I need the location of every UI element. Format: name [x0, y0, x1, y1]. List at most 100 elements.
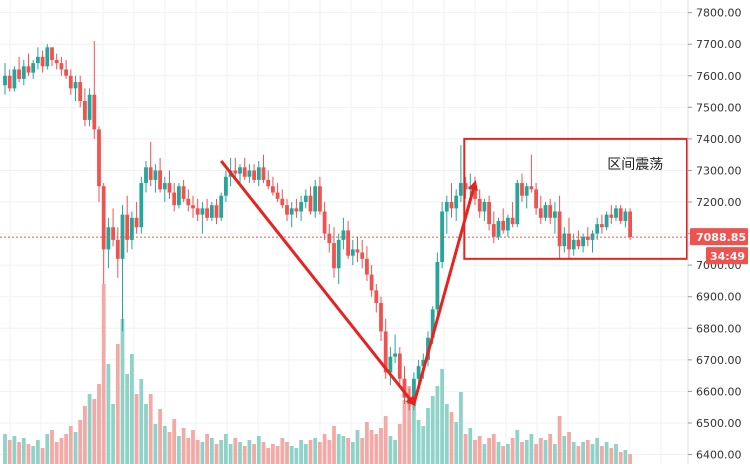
- volume-bar: [106, 364, 111, 464]
- candle: [510, 202, 515, 228]
- volume-bar: [191, 430, 195, 464]
- volume-bar: [219, 440, 224, 464]
- candle: [219, 192, 224, 221]
- candle-body: [482, 202, 487, 212]
- volume-bar: [585, 440, 590, 464]
- candle-body: [167, 183, 172, 193]
- candle-body: [379, 303, 383, 332]
- candle-body: [303, 195, 308, 203]
- volume-bar: [120, 319, 125, 464]
- candle-body: [350, 249, 355, 256]
- volume-bar: [393, 440, 397, 464]
- candle-body: [294, 208, 299, 212]
- candle-body: [365, 258, 369, 275]
- volume-bar: [40, 448, 45, 464]
- candle-body: [289, 208, 294, 215]
- candle: [322, 202, 327, 240]
- volume-bar: [567, 432, 571, 464]
- volume-bar: [571, 442, 576, 464]
- candle-body: [101, 186, 106, 250]
- volume-bar: [341, 436, 346, 464]
- candle: [17, 56, 21, 83]
- candle: [224, 170, 228, 203]
- candle: [106, 217, 111, 269]
- candle-body: [186, 198, 191, 206]
- candle-body: [115, 239, 120, 259]
- candle: [562, 227, 567, 253]
- volume-bar: [346, 438, 350, 464]
- candle-body: [581, 236, 585, 247]
- volume-bar: [144, 404, 148, 464]
- volume-bar: [332, 426, 336, 464]
- candle: [529, 154, 534, 193]
- candle: [120, 205, 125, 332]
- volume-bar: [360, 438, 365, 464]
- candle: [144, 160, 148, 193]
- candle: [336, 233, 341, 285]
- candle: [604, 211, 609, 231]
- volume-bar: [463, 434, 468, 464]
- candle: [280, 189, 285, 209]
- candle: [205, 198, 209, 221]
- candle: [374, 284, 379, 313]
- candle: [247, 164, 252, 184]
- candle-body: [393, 353, 397, 357]
- candle: [7, 69, 12, 92]
- candle: [369, 265, 374, 297]
- candle: [365, 246, 369, 281]
- candle-body: [106, 227, 111, 250]
- volume-bar: [271, 444, 275, 464]
- candle: [162, 176, 167, 203]
- y-tick-label: 6900.00: [696, 291, 742, 304]
- candle-body: [440, 211, 444, 262]
- candle-body: [54, 59, 59, 64]
- volume-bar: [454, 422, 459, 464]
- candle-body: [125, 214, 130, 240]
- y-tick-label: 7600.00: [696, 70, 742, 83]
- volume-bar: [369, 430, 374, 464]
- candle: [139, 176, 144, 234]
- volume-bar: [581, 442, 585, 464]
- candle-body: [459, 183, 463, 196]
- candle-body: [388, 356, 393, 373]
- volume-bar: [313, 438, 318, 464]
- candle: [261, 154, 266, 184]
- candle: [463, 176, 468, 199]
- volume-bar: [477, 436, 482, 464]
- price-badges: 7088.85 34:49: [690, 228, 748, 265]
- y-tick-label: 6400.00: [696, 449, 742, 462]
- candle-body: [360, 252, 365, 259]
- candle-body: [322, 211, 327, 234]
- volume-bar: [303, 444, 308, 464]
- volume-bar: [224, 434, 228, 464]
- candle: [158, 157, 162, 193]
- candle: [36, 47, 40, 70]
- candle-body: [496, 220, 501, 237]
- volume-bar: [115, 344, 120, 464]
- candle-body: [308, 195, 313, 212]
- volume-bar: [614, 444, 618, 464]
- candle: [623, 208, 628, 228]
- candle-body: [614, 208, 618, 218]
- candle: [379, 296, 383, 341]
- candle: [538, 195, 543, 225]
- volume-bar: [487, 438, 491, 464]
- candle-body: [412, 378, 416, 405]
- volume-bar: [327, 440, 332, 464]
- candle: [167, 170, 172, 199]
- candle-body: [336, 239, 341, 269]
- volume-bar: [12, 436, 17, 464]
- candle-body: [78, 82, 83, 102]
- volume-bar: [92, 399, 97, 464]
- candle: [172, 183, 177, 212]
- candle: [45, 44, 50, 70]
- volume-bar: [195, 440, 200, 464]
- y-tick-label: 7500.00: [696, 101, 742, 114]
- candle: [581, 233, 585, 253]
- candle-body: [92, 94, 97, 130]
- candle: [341, 217, 346, 250]
- volume-bar: [36, 440, 40, 464]
- volume-bar: [242, 446, 247, 464]
- candle: [614, 205, 618, 221]
- candle-body: [195, 208, 200, 215]
